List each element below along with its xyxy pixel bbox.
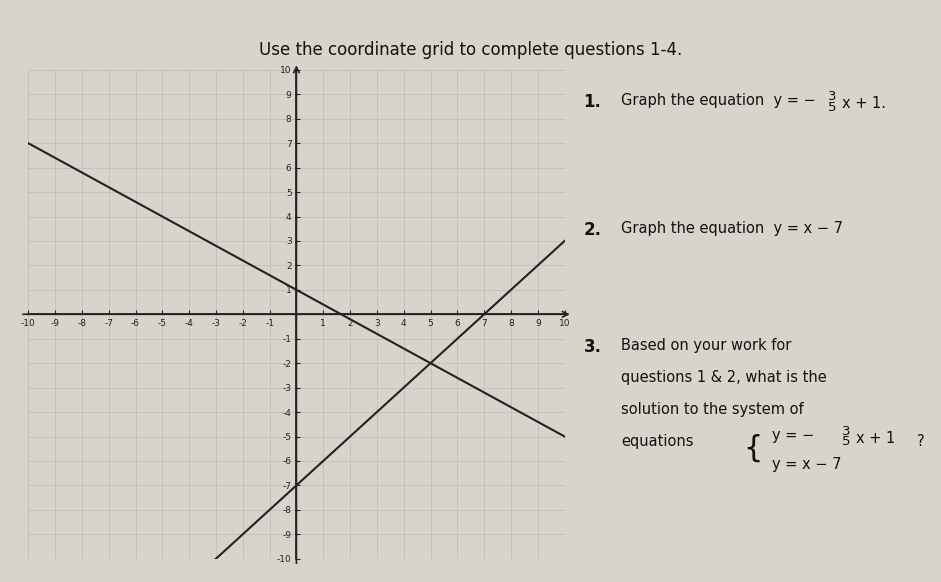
Text: y = −: y = − [772, 428, 814, 443]
Text: {: { [743, 434, 763, 463]
Text: Use the coordinate grid to complete questions 1-4.: Use the coordinate grid to complete ques… [259, 41, 682, 59]
Text: solution to the system of: solution to the system of [621, 402, 804, 417]
Text: x + 1: x + 1 [856, 431, 896, 446]
Text: Based on your work for: Based on your work for [621, 338, 791, 353]
Text: questions 1 & 2, what is the: questions 1 & 2, what is the [621, 370, 827, 385]
Text: y = x − 7: y = x − 7 [772, 457, 841, 472]
Text: ?: ? [917, 434, 925, 449]
Text: 5: 5 [842, 435, 851, 448]
Text: 5: 5 [828, 101, 837, 114]
Text: Graph the equation  y = −: Graph the equation y = − [621, 93, 816, 108]
Text: 3: 3 [828, 90, 837, 103]
Text: 1.: 1. [583, 93, 601, 111]
Text: x + 1.: x + 1. [842, 96, 886, 111]
Text: equations: equations [621, 434, 694, 449]
Text: 3: 3 [842, 425, 851, 438]
Text: 2.: 2. [583, 221, 601, 239]
Text: 3.: 3. [583, 338, 601, 356]
Text: Graph the equation  y = x − 7: Graph the equation y = x − 7 [621, 221, 843, 236]
